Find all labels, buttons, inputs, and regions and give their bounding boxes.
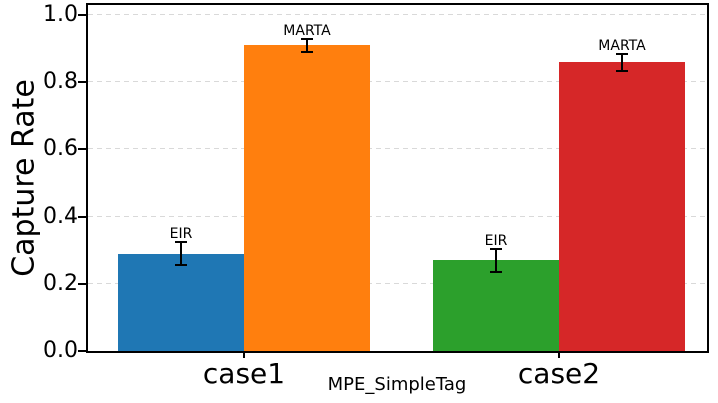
bar-marta-case2 xyxy=(559,62,685,351)
y-tick-label: 0.4 xyxy=(43,203,78,229)
bar-eir-case2 xyxy=(433,260,559,351)
y-gridline xyxy=(88,282,707,284)
y-gridline xyxy=(88,81,707,83)
error-bar xyxy=(495,248,497,273)
y-tick-mark xyxy=(78,81,86,84)
error-bar-cap xyxy=(175,264,187,267)
x-tick-label-case2: case2 xyxy=(517,357,601,390)
error-bar-cap xyxy=(490,271,502,274)
error-bar xyxy=(180,241,182,266)
bar-label-eir-case1: EIR xyxy=(169,226,193,243)
y-gridline xyxy=(88,148,707,150)
error-bar-cap xyxy=(616,52,628,55)
y-gridline xyxy=(88,215,707,217)
y-tick-mark xyxy=(78,282,86,285)
y-tick-mark xyxy=(78,350,86,352)
y-tick-label: 0.6 xyxy=(43,136,78,162)
error-bar-cap xyxy=(175,240,187,243)
x-axis-label: MPE_SimpleTag xyxy=(327,374,467,395)
bar-label-marta-case2: MARTA xyxy=(598,38,646,55)
x-tick-label-case1: case1 xyxy=(202,357,286,390)
y-tick-label: 0.0 xyxy=(43,338,78,363)
y-tick-label: 1.0 xyxy=(43,2,78,28)
y-gridline xyxy=(88,14,707,16)
y-tick-mark xyxy=(78,14,86,17)
y-tick-mark xyxy=(78,215,86,218)
y-tick-mark xyxy=(78,148,86,151)
error-bar xyxy=(306,38,308,53)
bar-label-marta-case1: MARTA xyxy=(283,23,331,40)
y-tick-label: 0.8 xyxy=(43,69,78,95)
bar-eir-case1 xyxy=(118,253,244,351)
y-tick-label: 0.2 xyxy=(43,270,78,296)
bar-label-eir-case2: EIR xyxy=(484,233,508,250)
error-bar-cap xyxy=(616,69,628,72)
x-tick-mark xyxy=(243,353,245,358)
y-axis-label: Capture Rate xyxy=(6,79,42,277)
error-bar-cap xyxy=(301,51,313,54)
x-tick-mark xyxy=(558,353,560,358)
error-bar xyxy=(621,53,623,71)
bar-marta-case1 xyxy=(244,45,370,351)
plot-area: EIR EIR MARTA MARTA xyxy=(86,3,709,353)
error-bar-cap xyxy=(490,247,502,250)
error-bar-cap xyxy=(301,37,313,40)
